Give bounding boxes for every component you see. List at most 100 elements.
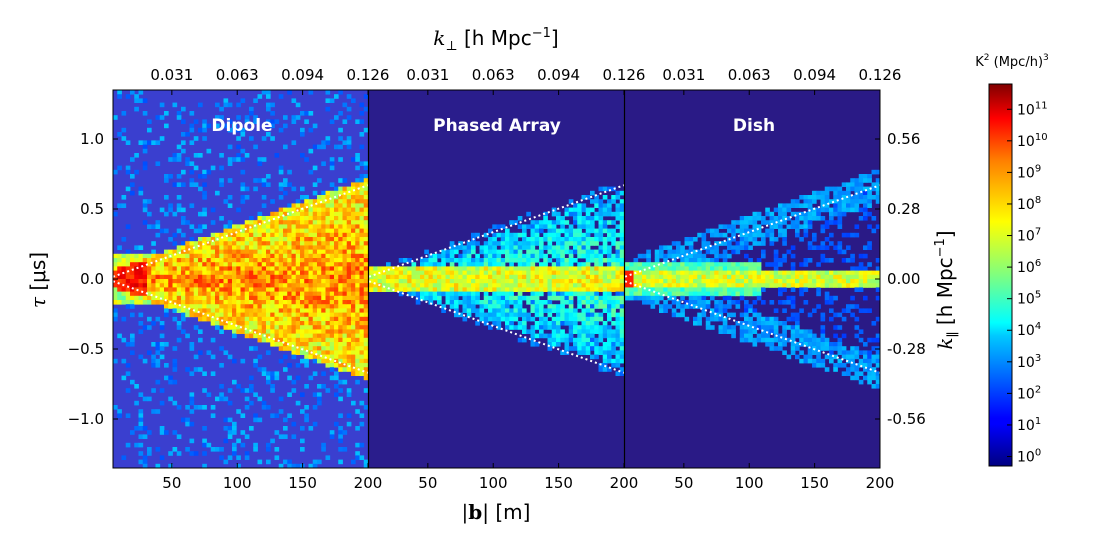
heatmap-cell <box>782 237 787 242</box>
heatmap-cell <box>386 274 391 280</box>
heatmap-cell <box>232 300 237 305</box>
heatmap-cell <box>321 291 326 297</box>
heatmap-cell <box>176 228 182 234</box>
heatmap-cell <box>556 266 561 271</box>
heatmap-cell <box>846 199 851 204</box>
heatmap-cell <box>731 333 736 339</box>
heatmap-cell <box>752 220 758 225</box>
heatmap-cell <box>142 279 148 284</box>
heatmap-cell <box>308 346 314 351</box>
heatmap-cell <box>198 312 203 318</box>
heatmap-cell <box>646 253 651 259</box>
heatmap-cell <box>325 325 331 330</box>
heatmap-cell <box>642 295 647 301</box>
heatmap-cell <box>530 224 536 229</box>
heatmap-cell <box>807 354 813 360</box>
heatmap-cell <box>373 270 378 276</box>
heatmap-cell <box>867 241 872 246</box>
heatmap-cell <box>236 224 241 229</box>
heatmap-cell <box>739 237 745 242</box>
heatmap-cell <box>206 279 212 284</box>
heatmap-cell <box>283 316 288 322</box>
right-tick-label: 0.28 <box>887 200 920 218</box>
heatmap-cell <box>615 358 621 364</box>
heatmap-cell <box>790 346 796 351</box>
heatmap-cell <box>244 220 250 225</box>
heatmap-cell <box>304 266 309 271</box>
heatmap-cell <box>329 291 335 297</box>
heatmap-cell <box>351 211 356 217</box>
heatmap-cell <box>189 245 195 250</box>
heatmap-cell <box>355 342 360 347</box>
heatmap-cell <box>185 312 190 318</box>
heatmap-cell <box>530 228 536 234</box>
heatmap-cell <box>590 270 595 276</box>
heatmap-cell <box>432 262 438 267</box>
heatmap-cell <box>317 354 322 360</box>
heatmap-cell <box>138 392 144 397</box>
heatmap-cell <box>338 312 343 318</box>
heatmap-cell <box>355 300 360 305</box>
heatmap-cell <box>223 459 229 465</box>
heatmap-cell <box>134 283 139 288</box>
heatmap-cell <box>530 283 536 288</box>
heatmap-cell <box>338 279 343 284</box>
heatmap-cell <box>266 258 271 263</box>
heatmap-cell <box>172 304 178 309</box>
heatmap-cell <box>479 274 485 280</box>
heatmap-cell <box>270 258 275 263</box>
heatmap-cell <box>355 153 360 158</box>
heatmap-cell <box>312 371 318 376</box>
heatmap-cell <box>317 241 322 246</box>
heatmap-cell <box>547 321 553 326</box>
heatmap-cell <box>415 270 421 276</box>
heatmap-cell <box>355 253 360 259</box>
heatmap-cell <box>871 182 877 187</box>
heatmap-cell <box>551 266 557 271</box>
heatmap-cell <box>744 262 749 267</box>
heatmap-cell <box>564 245 570 250</box>
heatmap-cell <box>756 241 762 246</box>
heatmap-cell <box>496 295 502 301</box>
heatmap-cell <box>479 262 485 267</box>
heatmap-cell <box>295 363 301 368</box>
heatmap-cell <box>488 312 493 318</box>
heatmap-cell <box>769 316 775 322</box>
heatmap-cell <box>308 316 314 322</box>
heatmap-cell <box>189 279 195 284</box>
heatmap-cell <box>441 249 446 255</box>
heatmap-cell <box>253 333 258 339</box>
heatmap-cell <box>854 283 860 288</box>
heatmap-cell <box>210 165 216 171</box>
heatmap-cell <box>359 270 365 276</box>
heatmap-cell <box>227 400 233 406</box>
heatmap-cell <box>244 308 250 313</box>
heatmap-cell <box>342 447 348 452</box>
heatmap-cell <box>117 258 122 263</box>
heatmap-cell <box>317 211 322 217</box>
heatmap-cell <box>509 232 514 238</box>
heatmap-cell <box>619 266 624 271</box>
heatmap-cell <box>782 342 787 347</box>
heatmap-cell <box>863 350 868 355</box>
heatmap-cell <box>590 304 595 309</box>
heatmap-cell <box>790 220 796 225</box>
heatmap-cell <box>147 119 152 124</box>
heatmap-cell <box>329 253 335 259</box>
heatmap-cell <box>291 220 297 225</box>
heatmap-cell <box>227 119 233 124</box>
heatmap-cell <box>232 266 237 271</box>
heatmap-cell <box>560 312 565 318</box>
heatmap-cell <box>363 178 368 183</box>
heatmap-cell <box>369 274 374 280</box>
heatmap-cell <box>756 325 762 330</box>
heatmap-cell <box>466 262 472 267</box>
heatmap-cell <box>342 237 348 242</box>
heatmap-cell <box>270 384 275 389</box>
heatmap-cell <box>602 228 608 234</box>
heatmap-cell <box>125 262 131 267</box>
heatmap-cell <box>130 274 135 280</box>
heatmap-cell <box>611 270 616 276</box>
heatmap-cell <box>283 262 288 267</box>
heatmap-cell <box>714 266 719 271</box>
